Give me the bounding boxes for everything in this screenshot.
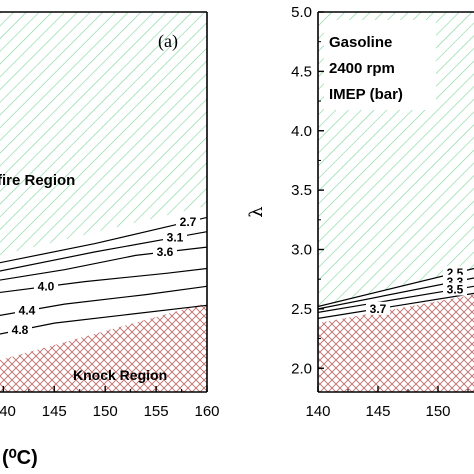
x-tick-label: 150 (93, 403, 118, 420)
contour-label-background (34, 279, 58, 293)
knock-region-hatch (0, 302, 207, 392)
contour-label: 4.8 (12, 323, 29, 337)
y-tick-label: 2.5 (291, 301, 312, 318)
contour-line (0, 216, 207, 264)
contour-label: 3.5 (447, 282, 464, 296)
x-tick-label: 140 (305, 403, 330, 420)
contour-label: 4.4 (19, 304, 36, 318)
y-axis-label: λ (246, 206, 267, 217)
y-tick-label: 3.0 (291, 242, 312, 259)
x-tick-label: 155 (144, 403, 169, 420)
contour-label-background (163, 230, 187, 244)
contour-label-background (153, 245, 177, 259)
panel-a: 2.73.13.6 4.04.4 4.8 140 145 150 155 160 (a) f… (0, 11, 220, 469)
annotation-speed: 2400 rpm (329, 60, 395, 77)
panel-a-x-ticks: 140 145 150 155 160 (0, 386, 220, 420)
misfire-region-label: fire Region (0, 172, 75, 189)
x-tick-label: 145 (42, 403, 67, 420)
x-tick-label: 150 (425, 403, 450, 420)
contour-label-background (176, 214, 200, 228)
knock-region-hatch (318, 294, 474, 392)
contour-labels: 2.53.33.53.7 (366, 266, 467, 316)
y-tick-label: 2.0 (291, 360, 312, 377)
contour-label: 2.7 (180, 215, 197, 229)
contour-line (318, 292, 474, 319)
panel-b-ticks: 140 145 150 2.0 2.5 3.0 3.5 4.0 4.5 5.0 (291, 4, 469, 420)
y-tick-label: 4.5 (291, 63, 312, 80)
panel-b: 2.53.33.53.7 140 145 1502.02.53.03.54.04.5… (246, 4, 474, 420)
knock-region-label: Knock Region (73, 367, 167, 383)
contour-label: 3.6 (157, 245, 174, 259)
misfire-region-hatch (0, 12, 207, 255)
annotation-imep: IMEP (bar) (329, 86, 403, 103)
contour-label: 4.0 (38, 280, 55, 294)
contour-label-background (366, 301, 390, 315)
annotation-background (324, 20, 436, 110)
x-tick-label: 160 (194, 403, 219, 420)
contour-label-background (443, 282, 467, 296)
contour-label-background (8, 322, 32, 336)
contour-labels: 2.73.13.6 4.04.4 4.8 (8, 214, 200, 337)
y-tick-label: 4.0 (291, 123, 312, 140)
panel-a-plot-area: 2.73.13.6 4.04.4 4.8 (0, 12, 207, 392)
contour-label: 3.7 (370, 302, 387, 316)
annotation-fuel: Gasoline (329, 34, 392, 51)
y-tick-label: 3.5 (291, 182, 312, 199)
panel-label: (a) (158, 31, 178, 52)
y-tick-label: 5.0 (291, 4, 312, 21)
x-tick-label: 140 (0, 403, 16, 420)
contour-label-background (15, 303, 39, 317)
x-axis-label: (⁰C) (2, 447, 38, 469)
contour-lines (0, 216, 207, 335)
x-tick-label: 145 (365, 403, 390, 420)
contour-line (0, 267, 207, 294)
contour-label: 3.1 (167, 230, 184, 244)
